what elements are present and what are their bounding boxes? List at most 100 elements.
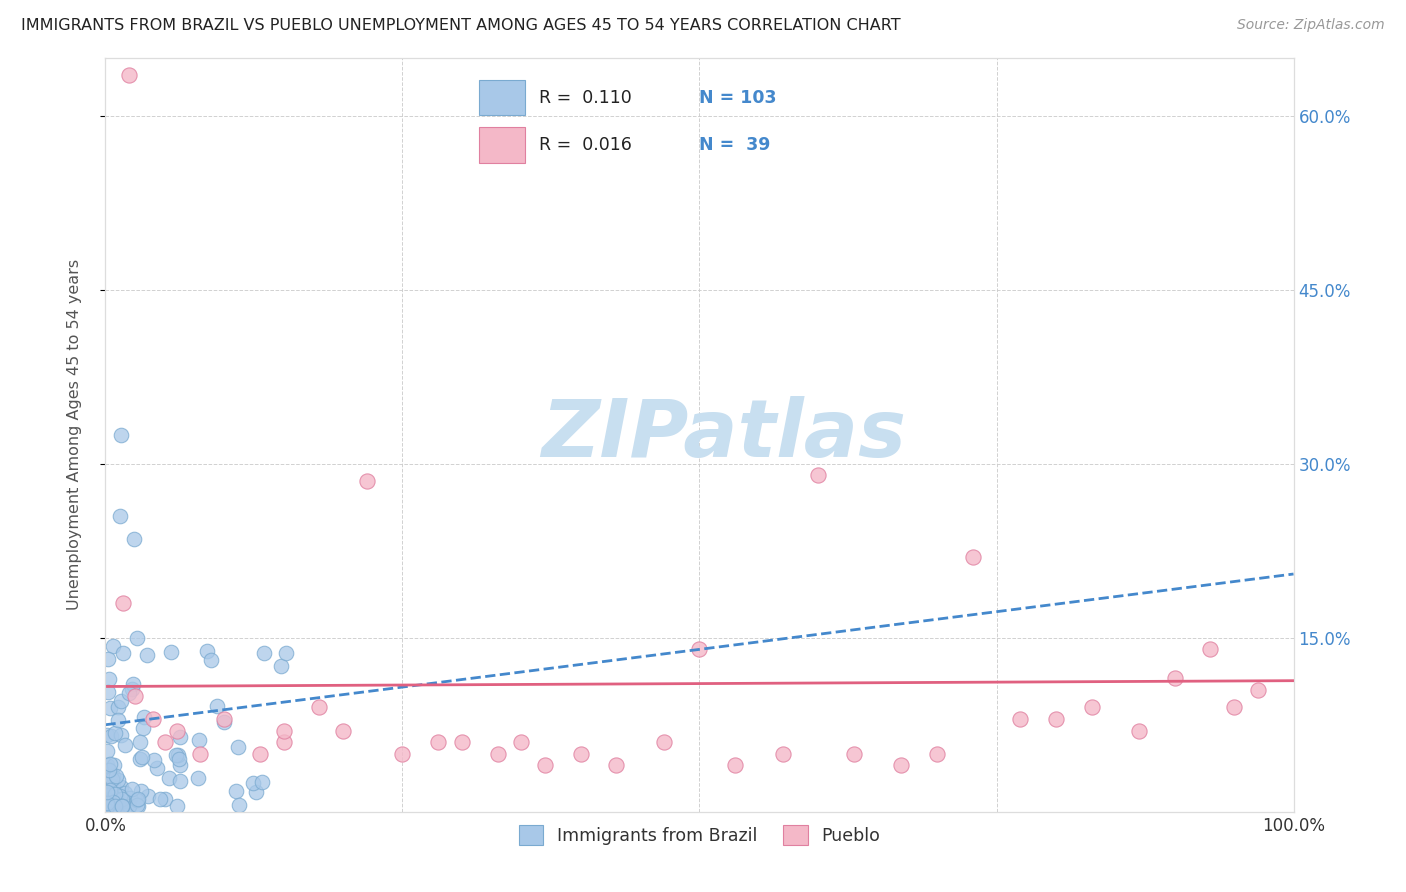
Immigrants from Brazil (98, 797, 121, 812)
Immigrants from Brazil (111, 799, 134, 814)
Immigrants from Brazil (270, 658, 292, 673)
Immigrants from Brazil (114, 797, 136, 811)
Pueblo (273, 735, 295, 749)
Immigrants from Brazil (138, 789, 160, 803)
Pueblo (1164, 671, 1187, 685)
Immigrants from Brazil (108, 789, 131, 804)
Immigrants from Brazil (101, 795, 124, 809)
Immigrants from Brazil (107, 713, 129, 727)
Immigrants from Brazil (103, 769, 125, 783)
Pueblo (427, 735, 450, 749)
Immigrants from Brazil (253, 647, 276, 661)
Immigrants from Brazil (101, 799, 124, 814)
Pueblo (724, 758, 747, 772)
Immigrants from Brazil (114, 799, 136, 814)
Pueblo (1080, 700, 1102, 714)
Immigrants from Brazil (103, 758, 125, 772)
Immigrants from Brazil (104, 787, 127, 801)
Pueblo (1128, 723, 1150, 738)
Immigrants from Brazil (122, 532, 145, 546)
Immigrants from Brazil (97, 652, 120, 666)
Immigrants from Brazil (127, 631, 149, 645)
Pueblo (890, 758, 912, 772)
Immigrants from Brazil (122, 676, 145, 690)
Immigrants from Brazil (110, 427, 132, 442)
Immigrants from Brazil (157, 771, 180, 785)
Immigrants from Brazil (155, 792, 177, 806)
Immigrants from Brazil (97, 788, 120, 802)
Pueblo (486, 747, 509, 761)
Immigrants from Brazil (111, 792, 134, 806)
Immigrants from Brazil (96, 787, 118, 801)
Immigrants from Brazil (111, 798, 134, 813)
Pueblo (166, 723, 188, 738)
Immigrants from Brazil (101, 779, 124, 793)
Immigrants from Brazil (96, 728, 118, 742)
Immigrants from Brazil (120, 791, 142, 805)
Immigrants from Brazil (129, 783, 152, 797)
Immigrants from Brazil (132, 721, 155, 735)
Immigrants from Brazil (187, 772, 209, 786)
Immigrants from Brazil (110, 780, 132, 794)
Immigrants from Brazil (245, 785, 267, 799)
Immigrants from Brazil (96, 796, 118, 810)
Pueblo (153, 735, 176, 749)
Immigrants from Brazil (118, 799, 141, 814)
Pueblo (1045, 712, 1067, 726)
Pueblo (807, 468, 830, 483)
Immigrants from Brazil (132, 709, 155, 723)
Immigrants from Brazil (98, 701, 121, 715)
Immigrants from Brazil (107, 699, 129, 714)
Immigrants from Brazil (200, 653, 222, 667)
Immigrants from Brazil (127, 792, 149, 806)
Legend: Immigrants from Brazil, Pueblo: Immigrants from Brazil, Pueblo (512, 818, 887, 852)
Immigrants from Brazil (136, 648, 159, 662)
Pueblo (450, 735, 472, 749)
Immigrants from Brazil (169, 758, 191, 772)
Pueblo (534, 758, 557, 772)
Immigrants from Brazil (121, 681, 143, 696)
Pueblo (356, 475, 378, 489)
Pueblo (391, 747, 413, 761)
Pueblo (1010, 712, 1032, 726)
Immigrants from Brazil (212, 714, 235, 729)
Pueblo (112, 596, 135, 610)
Immigrants from Brazil (100, 729, 122, 743)
Immigrants from Brazil (167, 752, 190, 766)
Immigrants from Brazil (127, 793, 149, 807)
Immigrants from Brazil (97, 685, 120, 699)
Immigrants from Brazil (205, 699, 228, 714)
Immigrants from Brazil (169, 773, 191, 788)
Pueblo (510, 735, 533, 749)
Immigrants from Brazil (96, 799, 118, 814)
Immigrants from Brazil (98, 792, 121, 806)
Immigrants from Brazil (103, 639, 125, 653)
Immigrants from Brazil (107, 772, 129, 787)
Immigrants from Brazil (114, 786, 136, 800)
Pueblo (124, 689, 146, 703)
Immigrants from Brazil (110, 694, 132, 708)
Immigrants from Brazil (228, 797, 250, 812)
Pueblo (569, 747, 592, 761)
Immigrants from Brazil (121, 782, 143, 797)
Immigrants from Brazil (187, 733, 209, 747)
Immigrants from Brazil (166, 799, 188, 814)
Immigrants from Brazil (104, 769, 127, 783)
Immigrants from Brazil (110, 728, 132, 742)
Immigrants from Brazil (96, 758, 118, 772)
Immigrants from Brazil (146, 761, 169, 775)
Pueblo (842, 747, 865, 761)
Immigrants from Brazil (96, 744, 118, 758)
Immigrants from Brazil (98, 783, 121, 797)
Pueblo (308, 700, 330, 714)
Immigrants from Brazil (195, 644, 218, 658)
Immigrants from Brazil (118, 686, 141, 700)
Immigrants from Brazil (96, 799, 118, 814)
Pueblo (925, 747, 948, 761)
Immigrants from Brazil (159, 645, 181, 659)
Immigrants from Brazil (98, 772, 121, 786)
Immigrants from Brazil (169, 730, 191, 744)
Immigrants from Brazil (225, 784, 247, 798)
Text: ZIPatlas: ZIPatlas (541, 396, 905, 474)
Pueblo (605, 758, 627, 772)
